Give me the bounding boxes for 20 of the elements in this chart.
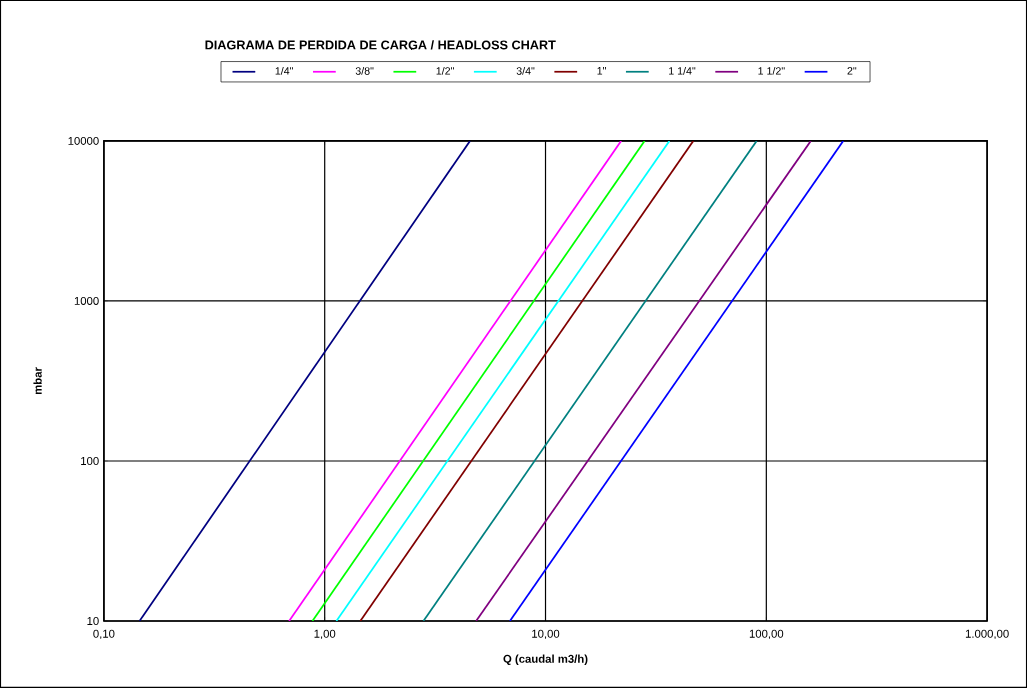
x-tick-label: 10,00 bbox=[532, 629, 560, 640]
legend-label: 1/2" bbox=[436, 66, 454, 75]
x-tick-label: 1,00 bbox=[314, 629, 336, 640]
legend-label: 1 1/2" bbox=[758, 66, 785, 75]
y-axis-title: mbar bbox=[33, 367, 42, 395]
x-axis-title: Q (caudal m3/h) bbox=[503, 654, 588, 666]
legend-label: 2" bbox=[847, 67, 857, 75]
legend-label: 1" bbox=[597, 67, 606, 75]
chart-title: DIAGRAMA DE PERDIDA DE CARGA / HEADLOSS CHART bbox=[205, 40, 556, 50]
legend-label: 1 1/4" bbox=[669, 66, 696, 75]
legend-label: 1/4" bbox=[275, 66, 293, 75]
x-tick-label: 100,00 bbox=[749, 629, 784, 640]
x-tick-label: 0,10 bbox=[93, 629, 115, 640]
legend-label: 3/8" bbox=[355, 66, 374, 75]
y-tick-label: 10 bbox=[87, 617, 99, 626]
y-tick-label: 100 bbox=[81, 457, 99, 466]
y-tick-label: 1000 bbox=[74, 296, 99, 305]
legend-label: 3/4" bbox=[516, 66, 535, 75]
x-tick-label: 1.000,00 bbox=[965, 629, 1009, 640]
y-tick-label: 10000 bbox=[68, 136, 99, 145]
